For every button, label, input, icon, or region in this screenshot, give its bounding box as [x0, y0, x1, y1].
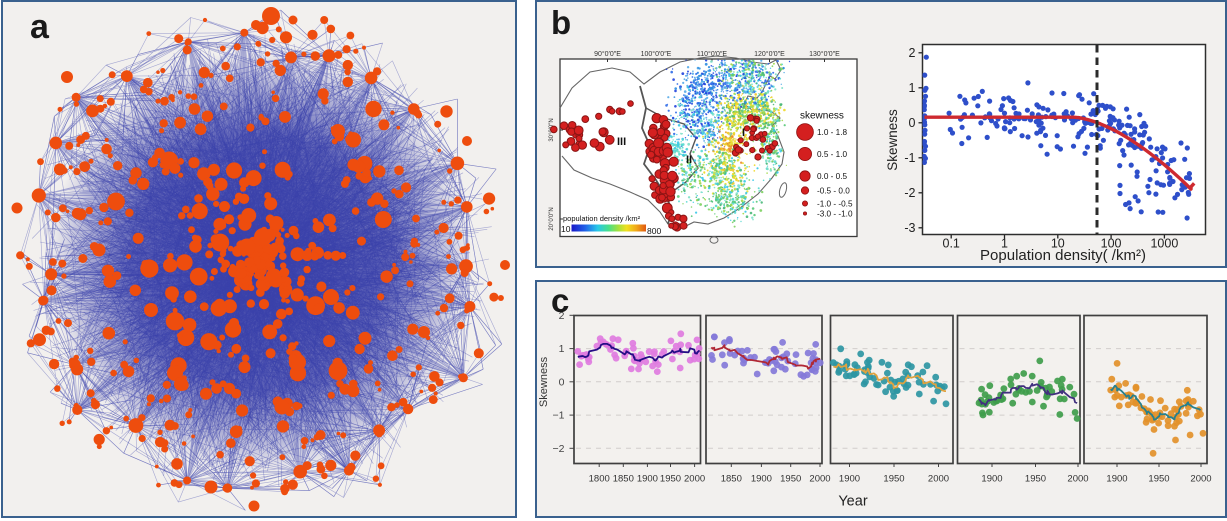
svg-text:1900: 1900 — [838, 473, 859, 484]
svg-text:-1.0 - -0.5: -1.0 - -0.5 — [817, 199, 853, 208]
svg-text:Skewness: Skewness — [538, 356, 550, 407]
svg-text:2000: 2000 — [927, 473, 948, 484]
svg-text:Population density( /km²): Population density( /km²) — [980, 247, 1146, 264]
svg-text:1: 1 — [1001, 236, 1008, 250]
svg-text:1950: 1950 — [883, 473, 904, 484]
svg-text:1900: 1900 — [981, 473, 1002, 484]
svg-text:1.0 - 1.8: 1.0 - 1.8 — [817, 127, 847, 136]
svg-text:III: III — [617, 136, 626, 148]
svg-text:population density /km²: population density /km² — [563, 214, 641, 223]
svg-text:10: 10 — [561, 224, 571, 234]
svg-text:I: I — [742, 127, 745, 139]
svg-text:0: 0 — [558, 376, 564, 388]
svg-text:2: 2 — [908, 46, 915, 60]
svg-text:−1: −1 — [552, 409, 564, 421]
svg-text:100: 100 — [1100, 236, 1121, 250]
svg-text:2000: 2000 — [809, 473, 830, 484]
svg-text:130°0′0″E: 130°0′0″E — [809, 50, 840, 58]
svg-text:1950: 1950 — [780, 473, 801, 484]
svg-text:1900: 1900 — [636, 473, 657, 484]
svg-text:2000: 2000 — [684, 473, 705, 484]
svg-text:-3: -3 — [904, 221, 915, 235]
svg-text:2000: 2000 — [1190, 473, 1211, 484]
svg-text:120°0′0″E: 120°0′0″E — [754, 50, 785, 58]
svg-text:90°0′0″E: 90°0′0″E — [594, 50, 621, 58]
svg-text:-1: -1 — [904, 151, 915, 165]
svg-text:1850: 1850 — [612, 473, 633, 484]
svg-text:10: 10 — [1050, 236, 1064, 250]
svg-text:Skewness: Skewness — [885, 108, 900, 170]
svg-text:1850: 1850 — [720, 473, 741, 484]
svg-text:1900: 1900 — [750, 473, 771, 484]
svg-text:1000: 1000 — [1150, 236, 1178, 250]
svg-text:1: 1 — [558, 343, 564, 355]
svg-text:-3.0 - -1.0: -3.0 - -1.0 — [817, 209, 853, 218]
svg-text:−2: −2 — [552, 442, 564, 454]
svg-text:-2: -2 — [904, 186, 915, 200]
svg-text:1950: 1950 — [1024, 473, 1045, 484]
svg-text:0.5 - 1.0: 0.5 - 1.0 — [817, 149, 847, 158]
svg-text:0: 0 — [908, 116, 915, 130]
svg-text:2: 2 — [558, 309, 564, 321]
svg-text:0.0 - 0.5: 0.0 - 0.5 — [817, 171, 847, 180]
svg-text:1950: 1950 — [1148, 473, 1169, 484]
svg-text:1950: 1950 — [659, 473, 680, 484]
svg-text:1: 1 — [908, 81, 915, 95]
svg-text:2000: 2000 — [1067, 473, 1088, 484]
svg-text:1900: 1900 — [1106, 473, 1127, 484]
svg-text:20°0′0″N: 20°0′0″N — [549, 207, 555, 230]
svg-text:0.1: 0.1 — [942, 236, 959, 250]
svg-text:Year: Year — [838, 493, 867, 509]
svg-text:II: II — [686, 154, 692, 166]
svg-text:-0.5 - 0.0: -0.5 - 0.0 — [817, 186, 850, 195]
svg-text:800: 800 — [647, 226, 661, 236]
svg-text:100°0′0″E: 100°0′0″E — [640, 50, 671, 58]
svg-text:1800: 1800 — [588, 473, 609, 484]
svg-text:110°0′0″E: 110°0′0″E — [696, 50, 727, 58]
svg-text:skewness: skewness — [800, 110, 844, 121]
